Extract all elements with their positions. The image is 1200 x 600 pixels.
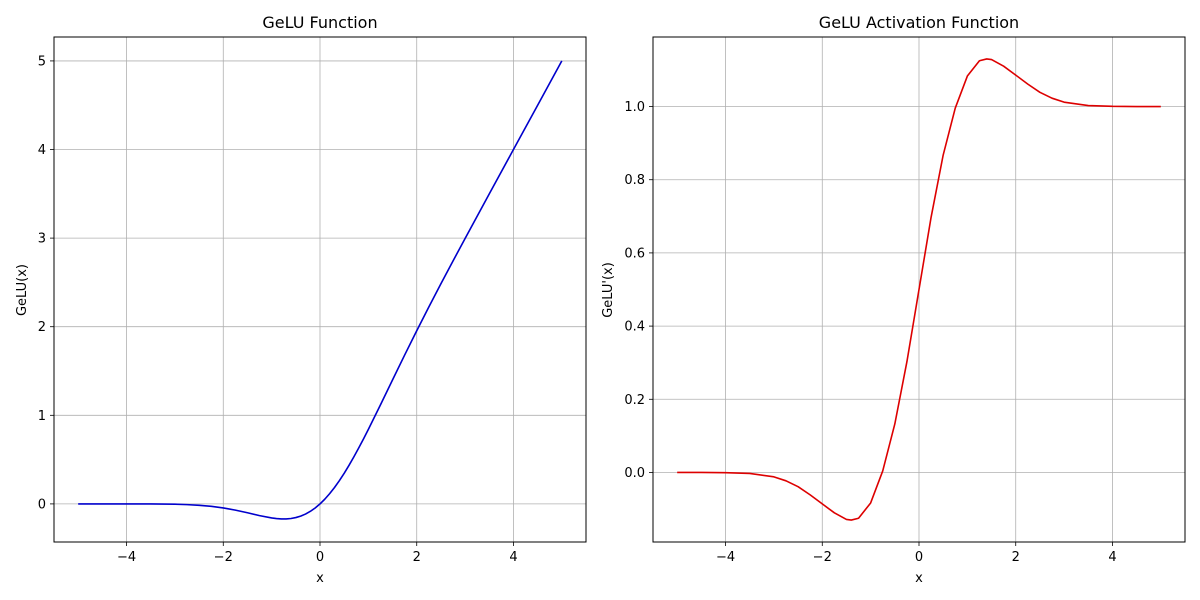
x-tick-label: −2 bbox=[813, 550, 832, 565]
y-tick-label: 0.4 bbox=[624, 320, 645, 335]
chart-gelu-activation-function: GeLU Activation Function −4 −2 0 2 4 0.0 0.2 0.… bbox=[601, 13, 1186, 586]
chart-gelu-function: GeLU Function −4 −2 0 2 4 0 1 2 3 4 5 x GeLU(x) bbox=[15, 13, 587, 586]
y-tick-label: 0.6 bbox=[624, 246, 645, 261]
chart-title: GeLU Function bbox=[262, 13, 377, 32]
x-tick-label: 2 bbox=[1012, 550, 1020, 565]
x-tick-label: 4 bbox=[509, 550, 517, 565]
y-tick-label: 0.8 bbox=[624, 173, 645, 188]
y-axis-label: GeLU(x) bbox=[15, 264, 30, 316]
axis-ticks: −4 −2 0 2 4 0.0 0.2 0.4 0.6 0.8 1.0 bbox=[624, 100, 1116, 565]
plot-area-frame bbox=[53, 36, 587, 543]
y-tick-label: 5 bbox=[38, 54, 46, 69]
x-axis-label: x bbox=[316, 571, 324, 586]
chart-title: GeLU Activation Function bbox=[819, 13, 1019, 32]
y-tick-label: 4 bbox=[38, 143, 46, 158]
y-tick-label: 3 bbox=[38, 232, 46, 247]
x-tick-label: −4 bbox=[117, 550, 136, 565]
y-tick-label: 2 bbox=[38, 320, 46, 335]
y-axis-label: GeLU'(x) bbox=[601, 262, 616, 318]
y-tick-label: 0.0 bbox=[624, 466, 645, 481]
x-tick-label: −2 bbox=[214, 550, 233, 565]
grid-lines bbox=[54, 37, 586, 542]
plot-area-frame bbox=[652, 36, 1186, 543]
y-tick-label: 0.2 bbox=[624, 393, 645, 408]
plot-series bbox=[78, 60, 563, 520]
y-tick-label: 1 bbox=[38, 409, 46, 424]
y-tick-label: 1.0 bbox=[624, 100, 645, 115]
x-tick-label: −4 bbox=[716, 550, 735, 565]
y-tick-label: 0 bbox=[38, 497, 46, 512]
x-tick-label: 4 bbox=[1108, 550, 1116, 565]
x-tick-label: 2 bbox=[413, 550, 421, 565]
plot-series bbox=[677, 58, 1161, 521]
axis-ticks: −4 −2 0 2 4 0 1 2 3 4 5 bbox=[38, 54, 518, 565]
x-tick-label: 0 bbox=[915, 550, 923, 565]
x-axis-label: x bbox=[915, 571, 923, 586]
x-tick-label: 0 bbox=[316, 550, 324, 565]
series-line bbox=[78, 60, 563, 520]
series-line bbox=[677, 58, 1161, 521]
